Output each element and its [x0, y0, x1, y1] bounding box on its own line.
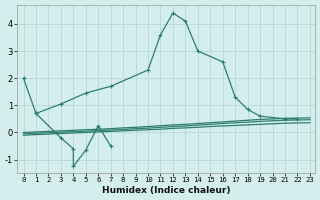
X-axis label: Humidex (Indice chaleur): Humidex (Indice chaleur) — [102, 186, 230, 195]
